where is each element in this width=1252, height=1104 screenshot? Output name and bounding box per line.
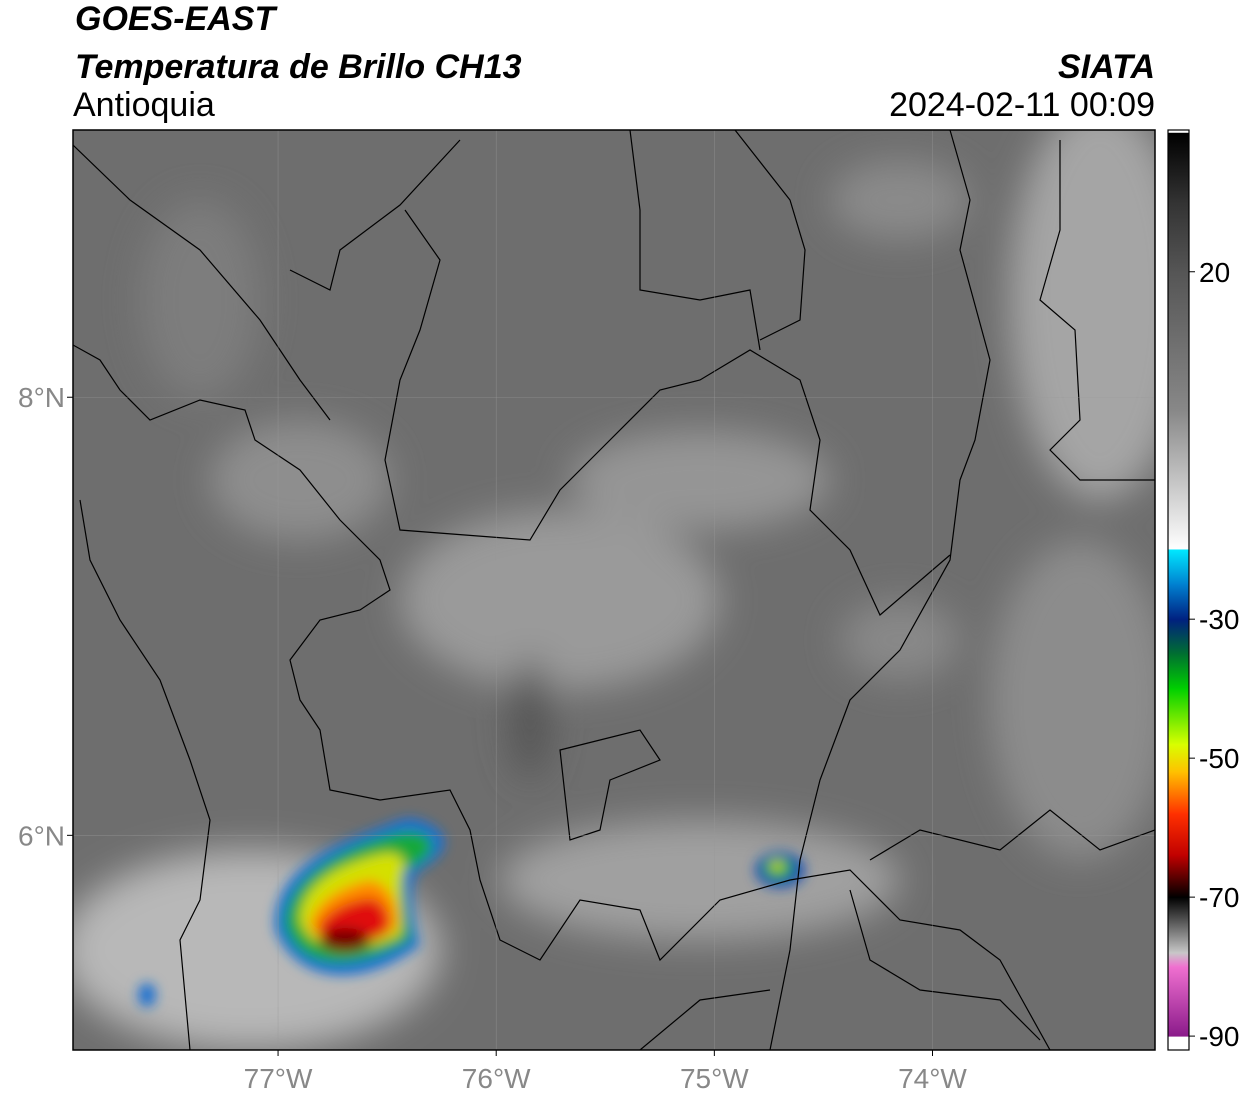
colorbar-tick-label: -30 [1199,604,1239,635]
colorbar-segment [1168,202,1189,273]
storm [138,818,805,1007]
x-tick-label: 75°W [680,1063,749,1094]
y-tick-label: 6°N [18,820,65,851]
colorbar-segment [1168,619,1189,655]
colorbar-segment [1168,271,1189,412]
clouds [73,130,1155,1050]
colorbar-segment [1168,744,1189,773]
colorbar-tick-label: -50 [1199,743,1239,774]
colorbar-segment [1168,952,1189,968]
x-tick-label: 76°W [462,1063,531,1094]
colorbar-segment [1168,966,1189,1037]
colorbar-segment [1168,688,1189,745]
source: SIATA [1058,48,1155,86]
region: Antioquia [73,86,215,124]
colorbar-tick-label: 20 [1199,257,1230,288]
colorbar-segment [1168,897,1189,954]
x-tick-label: 77°W [244,1063,313,1094]
colorbar-segment [1168,1036,1189,1038]
borders [73,130,1155,1050]
subtitle: Temperatura de Brillo CH13 [75,48,522,86]
graticule [73,130,1155,1050]
colorbar-segment [1168,549,1189,585]
colorbar-tick-label: -90 [1199,1021,1239,1052]
colorbar-segment [1168,132,1189,203]
colorbar-segment [1168,855,1189,898]
x-tick-label: 74°W [898,1063,967,1094]
colorbar: 20 -30 -50 -70 -90 [1167,129,1239,1052]
map-area [73,130,1155,1050]
colorbar-segment [1168,653,1189,690]
colorbar-segment [1168,772,1189,815]
colorbar-segment [1168,410,1189,550]
colorbar-bottom [1168,1036,1189,1050]
colorbar-tick-label: -70 [1199,882,1239,913]
colorbar-frame [1167,129,1190,1051]
y-tick-label: 8°N [18,382,65,413]
title: GOES-EAST [75,0,278,38]
datetime: 2024-02-11 00:09 [889,86,1155,124]
colorbar-segment [1168,813,1189,856]
map-frame [72,129,1156,1051]
colorbar-segment [1168,549,1189,551]
colorbar-segment [1168,584,1189,620]
